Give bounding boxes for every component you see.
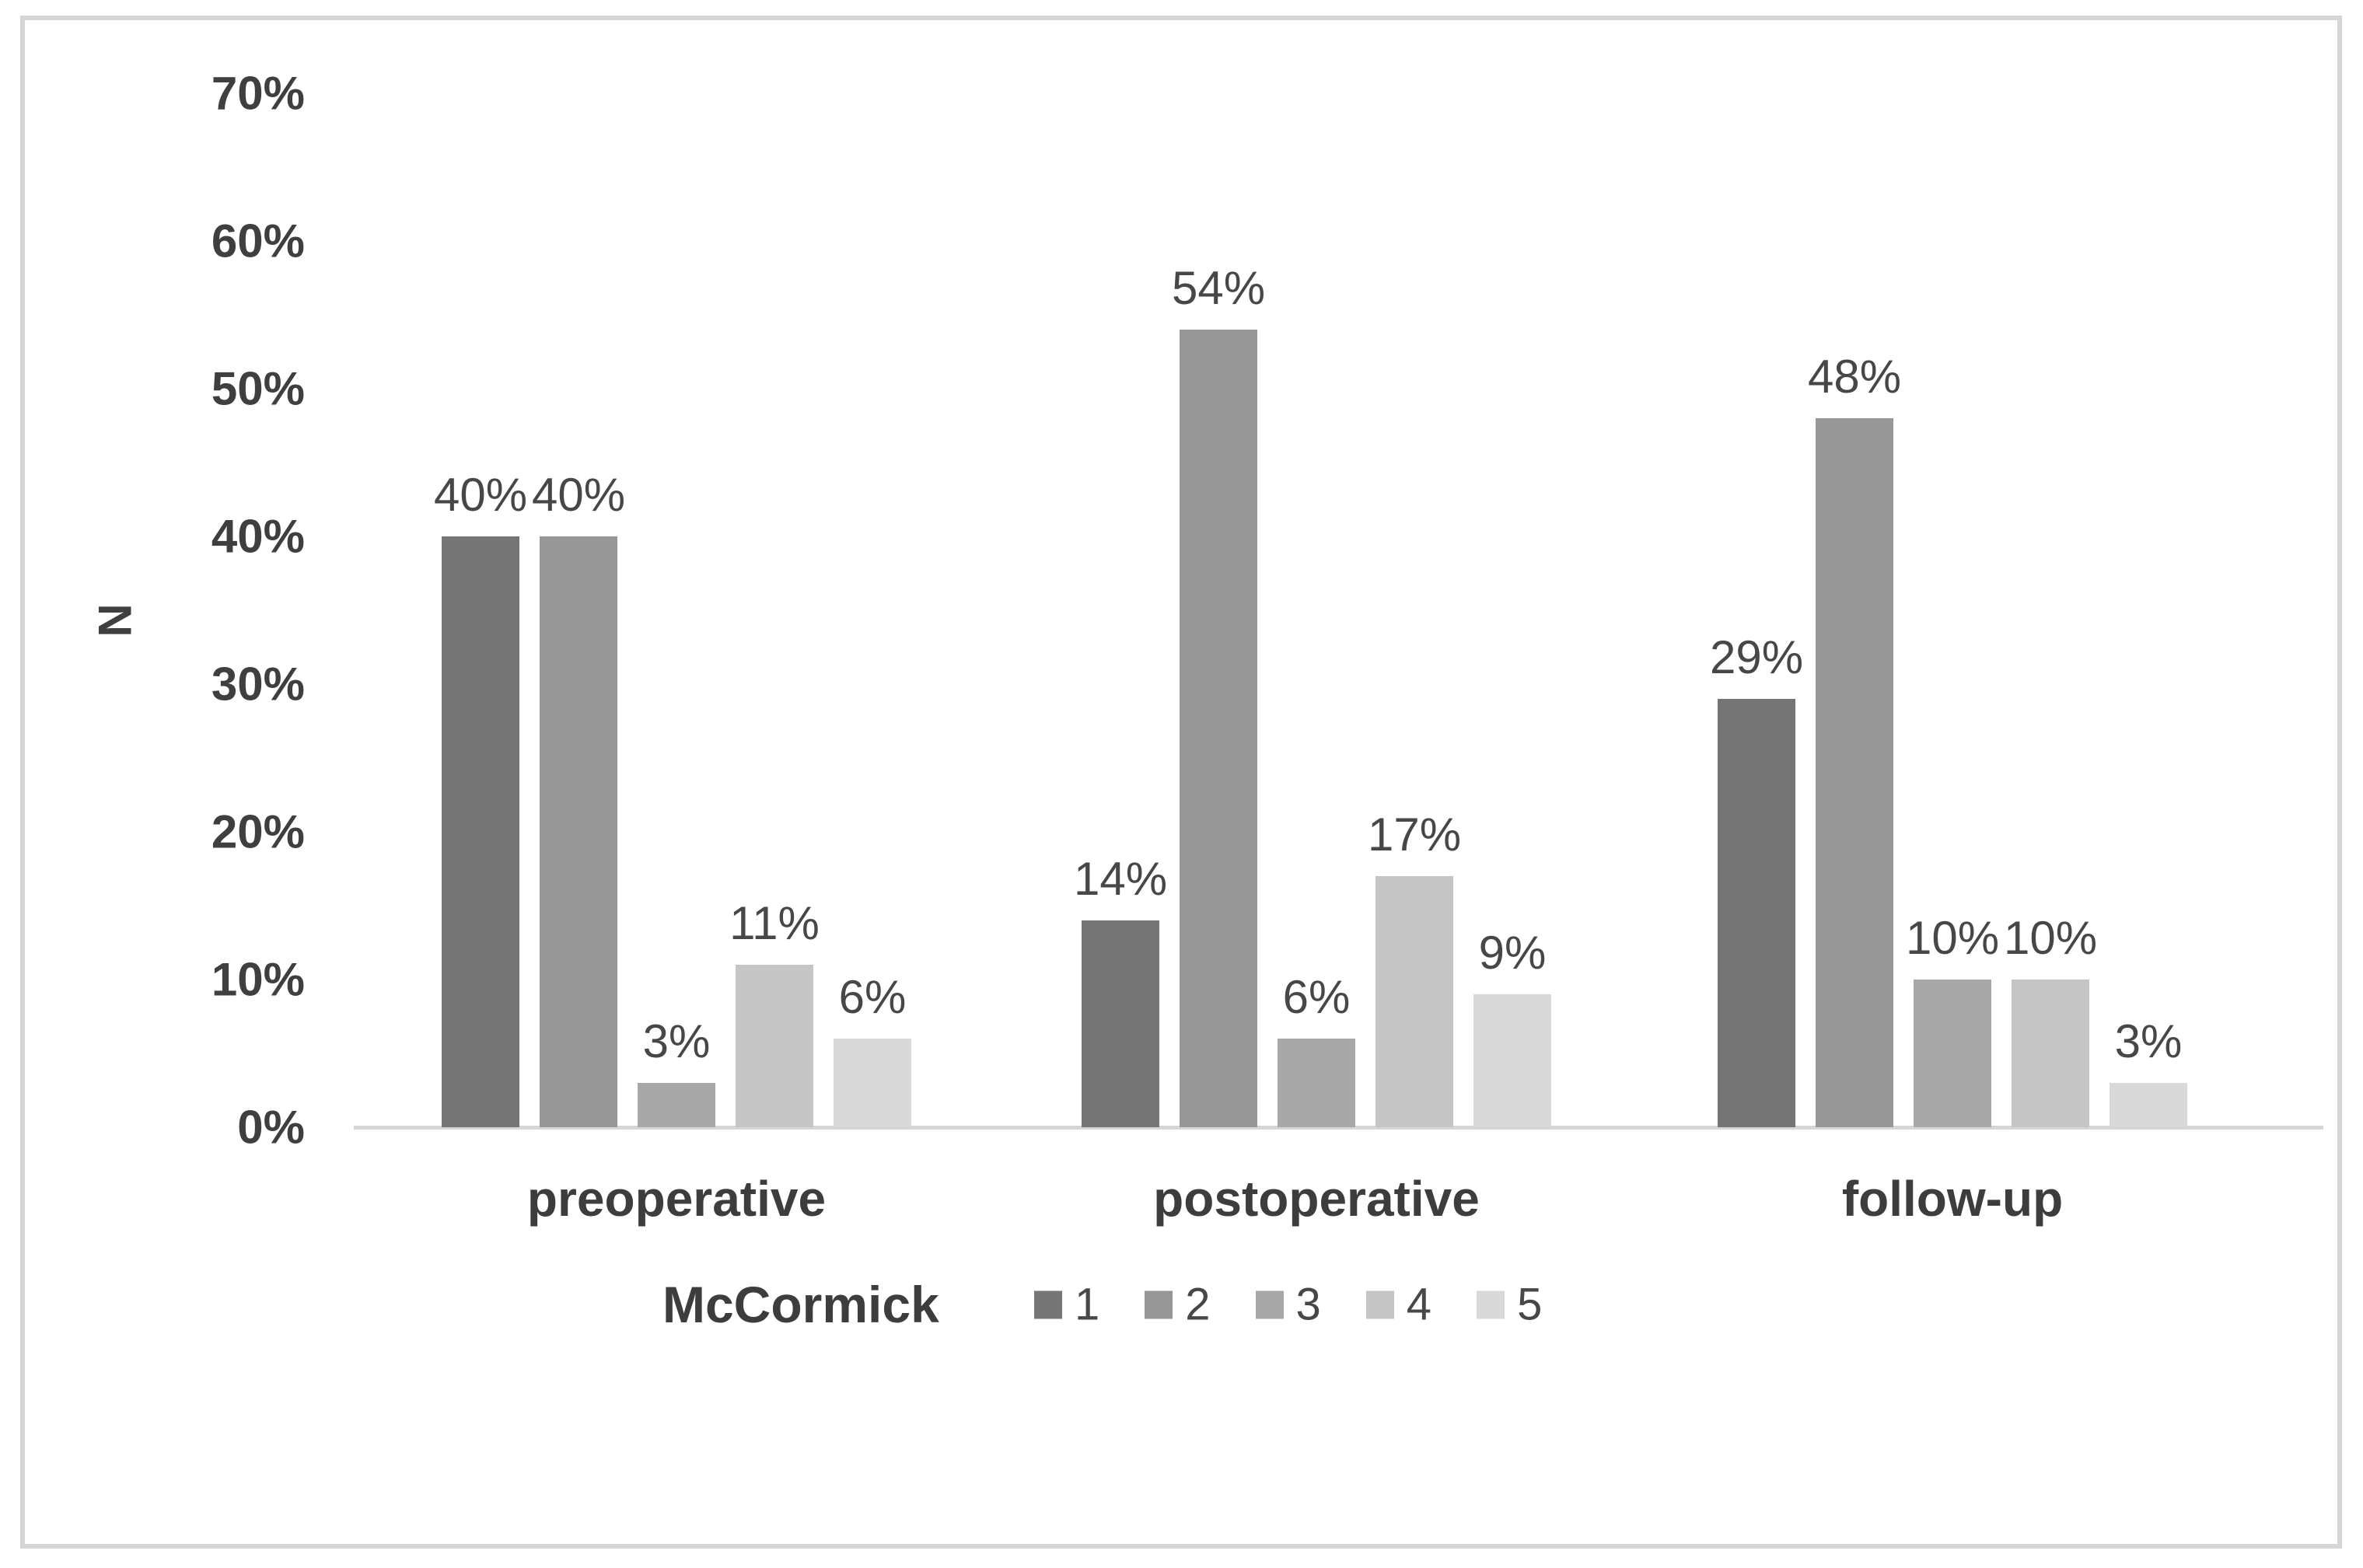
y-tick-label: 50% [211,362,305,415]
legend-item-label: 4 [1406,1279,1432,1330]
legend-item-label: 5 [1517,1279,1543,1330]
y-tick-label: 60% [211,215,305,267]
bar-value-label: 40% [433,469,528,521]
bar-value-label: 3% [2114,1015,2183,1067]
bar-value-label: 6% [1282,971,1351,1023]
legend-item-4: 4 [1365,1279,1432,1331]
x-axis-line [354,1126,2323,1130]
bar-value-label: 54% [1171,262,1266,314]
legend-swatch-icon [1034,1290,1062,1318]
legend-swatch-icon [1145,1290,1173,1318]
bar-value-label: 6% [838,971,907,1023]
legend-item-label: 3 [1295,1279,1321,1330]
legend: 1 2 3 4 5 [1034,1279,1542,1331]
bar-series-3-follow-up [1914,980,1991,1127]
bar-series-5-preoperative [834,1039,911,1127]
legend-item-label: 2 [1185,1279,1211,1330]
bar-value-label: 3% [642,1015,711,1067]
bar-value-label: 10% [1905,912,2000,964]
bar-series-1-follow-up [1718,699,1795,1127]
bar-value-label: 29% [1709,631,1804,683]
category-label-postoperative: postoperative [1153,1171,1480,1227]
bar-series-5-follow-up [2110,1083,2187,1127]
bar-series-3-preoperative [638,1083,715,1127]
bar-value-label: 10% [2003,912,2098,964]
bar-value-label: 14% [1073,853,1168,905]
legend-swatch-icon [1255,1290,1284,1318]
y-tick-label: 10% [211,953,305,1006]
bar-series-1-preoperative [442,536,519,1127]
bar-value-label: 9% [1478,927,1547,979]
bar-series-2-postoperative [1180,330,1257,1127]
bar-value-label: 11% [729,897,820,949]
bar-value-label: 48% [1807,351,1902,403]
legend-title: McCormick [662,1276,939,1333]
bar-series-1-postoperative [1082,920,1159,1127]
bar-value-label: 40% [531,469,626,521]
bar-series-5-postoperative [1473,994,1551,1127]
bar-value-label: 17% [1367,808,1462,861]
bar-series-4-postoperative [1376,876,1453,1127]
y-tick-label: 20% [211,805,305,858]
legend-item-2: 2 [1145,1279,1211,1331]
legend-item-5: 5 [1477,1279,1542,1331]
bar-series-3-postoperative [1278,1039,1355,1127]
category-label-follow-up: follow-up [1841,1171,2064,1227]
bar-series-4-preoperative [736,965,813,1127]
y-tick-label: 70% [211,67,305,120]
bar-series-2-preoperative [540,536,617,1127]
legend-item-3: 3 [1255,1279,1321,1331]
category-label-preoperative: preoperative [526,1171,827,1227]
bar-series-2-follow-up [1816,418,1893,1127]
legend-item-1: 1 [1034,1279,1099,1331]
y-tick-label: 0% [237,1101,305,1154]
legend-swatch-icon [1477,1290,1505,1318]
legend-swatch-icon [1365,1290,1394,1318]
legend-item-label: 1 [1075,1279,1100,1330]
y-tick-label: 40% [211,510,305,563]
bar-series-4-follow-up [2012,980,2089,1127]
y-tick-label: 30% [211,658,305,711]
y-axis-title: N [89,603,142,637]
